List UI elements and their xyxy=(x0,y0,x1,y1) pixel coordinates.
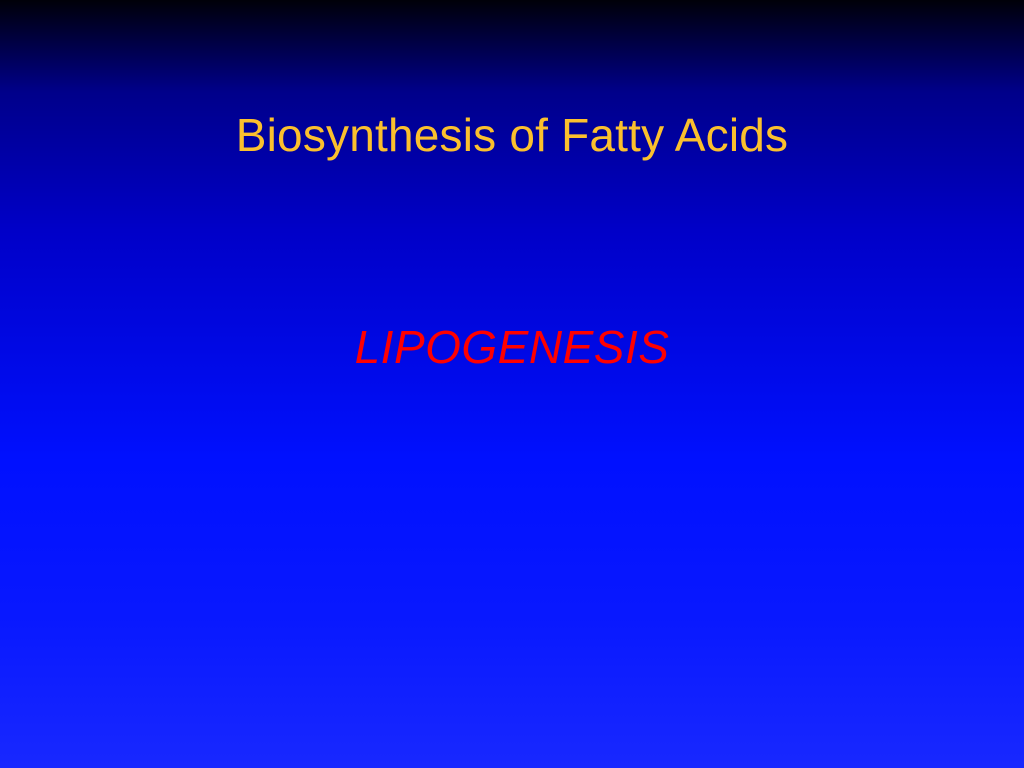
slide-subtitle: LIPOGENESIS xyxy=(0,320,1024,374)
slide-title: Biosynthesis of Fatty Acids xyxy=(0,108,1024,162)
slide: Biosynthesis of Fatty Acids LIPOGENESIS xyxy=(0,0,1024,768)
